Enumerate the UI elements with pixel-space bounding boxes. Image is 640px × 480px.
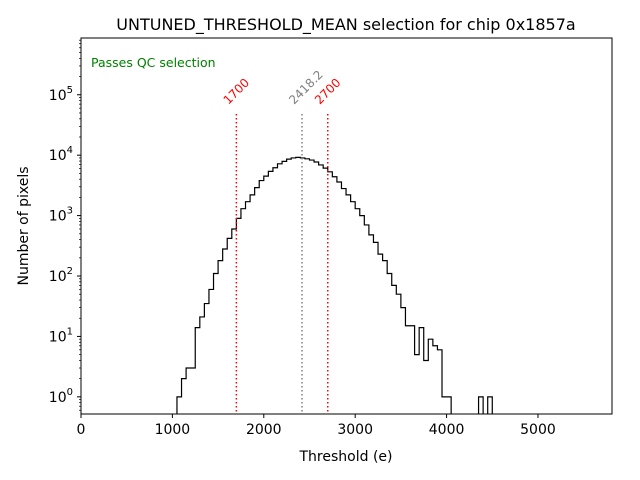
histogram-bin (177, 397, 182, 414)
histogram-bin (346, 195, 351, 414)
histogram-bin (300, 158, 305, 414)
histogram-bin (250, 195, 255, 414)
axes-frame (80, 37, 613, 415)
histogram-bin (309, 160, 314, 414)
histogram-bin (419, 328, 424, 414)
histogram-bin (200, 317, 205, 414)
histogram-bin (241, 209, 246, 414)
x-tick-label: 5000 (520, 422, 556, 438)
histogram-bin (424, 360, 429, 414)
x-tick-label: 0 (77, 422, 86, 438)
histogram-bin (479, 397, 484, 414)
histogram-bin (296, 157, 301, 414)
histogram-bin (268, 171, 273, 414)
histogram-bin (191, 368, 196, 414)
histogram-bin (337, 182, 342, 414)
y-tick-label: 102 (49, 266, 73, 285)
histogram-bin (433, 346, 438, 414)
histogram-bin (396, 294, 401, 414)
histogram-bin (282, 161, 287, 414)
histogram-bin (355, 209, 360, 414)
vline-label: 1700 (221, 76, 252, 107)
histogram-bin (401, 308, 406, 414)
histogram-bin (364, 225, 369, 414)
histogram-bin (410, 326, 415, 414)
histogram-bin (255, 188, 260, 414)
y-tick-label: 100 (49, 387, 73, 406)
histogram-bin (218, 261, 223, 414)
histogram-bin (287, 159, 292, 414)
x-tick-label: 1000 (155, 422, 191, 438)
histogram-bin (442, 397, 447, 414)
histogram-bin (195, 328, 200, 414)
histogram-bin (447, 397, 452, 414)
histogram-bin (351, 202, 356, 414)
histogram-bin (428, 339, 433, 414)
histogram-bin (360, 216, 365, 414)
x-tick-label: 4000 (429, 422, 465, 438)
histogram-bin (186, 368, 191, 414)
histogram-bin (378, 254, 383, 414)
histogram-bin (314, 162, 319, 414)
histogram-bin (392, 285, 397, 414)
y-tick-label: 101 (49, 326, 73, 345)
qc-annotation: Passes QC selection (91, 55, 216, 70)
histogram-bin (209, 289, 214, 414)
histogram-bin (383, 261, 388, 414)
histogram-bin (204, 304, 209, 414)
histogram-bin (246, 202, 251, 414)
histogram-outline (176, 156, 493, 414)
x-axis-label: Threshold (e) (299, 449, 393, 465)
histogram-bin (305, 159, 310, 414)
histogram-bin (182, 379, 187, 414)
histogram-bin (273, 168, 278, 414)
histogram-bin (328, 172, 333, 414)
y-tick-label: 103 (49, 206, 73, 225)
histogram-bin (405, 326, 410, 414)
histogram-bin (369, 235, 374, 414)
histogram-bin (437, 350, 442, 414)
histogram-bin (415, 355, 420, 414)
histogram-bin (319, 165, 324, 414)
y-tick-label: 105 (49, 85, 73, 104)
histogram-bin (264, 176, 269, 414)
histogram-bin (291, 158, 296, 414)
histogram-bin (277, 164, 282, 414)
histogram-bin (214, 274, 219, 414)
histogram-bin (341, 189, 346, 414)
x-tick-label: 2000 (246, 422, 282, 438)
histogram-bin (332, 177, 337, 414)
histogram-bin (259, 181, 264, 414)
histogram-bin (227, 238, 232, 414)
histogram-bin (488, 397, 493, 414)
x-tick-label: 3000 (337, 422, 373, 438)
histogram-bin (236, 218, 241, 414)
chart-title: UNTUNED_THRESHOLD_MEAN selection for chi… (116, 15, 575, 35)
histogram-bin (373, 242, 378, 414)
y-tick-label: 104 (49, 145, 73, 164)
y-axis-label: Number of pixels (16, 166, 32, 285)
histogram-bin (387, 274, 392, 414)
histogram-bin (223, 249, 228, 414)
